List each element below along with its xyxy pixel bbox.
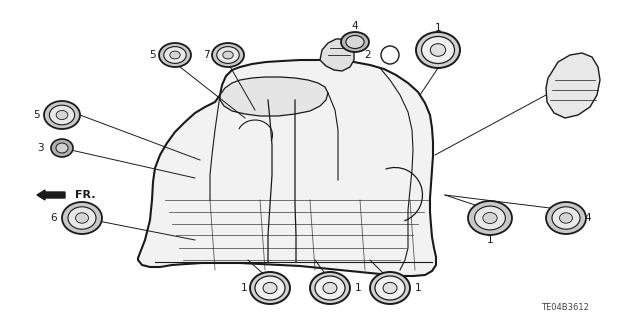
Ellipse shape — [346, 35, 364, 48]
Text: 1: 1 — [241, 283, 247, 293]
Text: 4: 4 — [352, 21, 358, 31]
Ellipse shape — [62, 202, 102, 234]
Ellipse shape — [250, 272, 290, 304]
Text: 5: 5 — [150, 50, 156, 60]
Text: 2: 2 — [365, 50, 371, 60]
Ellipse shape — [68, 207, 96, 229]
Text: 6: 6 — [51, 213, 58, 223]
Ellipse shape — [383, 282, 397, 293]
Ellipse shape — [44, 101, 80, 129]
Ellipse shape — [310, 272, 350, 304]
Text: 1: 1 — [486, 235, 493, 245]
Ellipse shape — [430, 44, 445, 56]
Ellipse shape — [416, 32, 460, 68]
Ellipse shape — [217, 47, 239, 63]
Text: 1: 1 — [415, 283, 421, 293]
Polygon shape — [320, 39, 354, 71]
Text: FR.: FR. — [75, 190, 95, 200]
Text: 4: 4 — [585, 213, 591, 223]
Text: 1: 1 — [435, 23, 442, 33]
Polygon shape — [220, 77, 328, 116]
Ellipse shape — [483, 212, 497, 224]
Text: 3: 3 — [36, 143, 44, 153]
Ellipse shape — [546, 202, 586, 234]
Ellipse shape — [475, 206, 506, 230]
Ellipse shape — [341, 32, 369, 52]
Ellipse shape — [422, 36, 454, 63]
Ellipse shape — [170, 51, 180, 59]
FancyArrow shape — [37, 190, 65, 200]
Ellipse shape — [315, 276, 345, 300]
Ellipse shape — [468, 201, 512, 235]
Text: 1: 1 — [355, 283, 362, 293]
Ellipse shape — [223, 51, 233, 59]
Ellipse shape — [164, 47, 186, 63]
Ellipse shape — [56, 143, 68, 153]
Text: 5: 5 — [34, 110, 40, 120]
Polygon shape — [138, 60, 436, 276]
Ellipse shape — [212, 43, 244, 67]
Ellipse shape — [255, 276, 285, 300]
Text: TE04B3612: TE04B3612 — [541, 303, 589, 313]
Polygon shape — [546, 53, 600, 118]
Ellipse shape — [51, 139, 73, 157]
Ellipse shape — [552, 207, 580, 229]
Ellipse shape — [159, 43, 191, 67]
Ellipse shape — [559, 213, 573, 223]
Ellipse shape — [263, 282, 277, 293]
Text: 7: 7 — [203, 50, 209, 60]
Ellipse shape — [375, 276, 405, 300]
Ellipse shape — [49, 105, 75, 125]
Ellipse shape — [323, 282, 337, 293]
Ellipse shape — [370, 272, 410, 304]
Ellipse shape — [56, 110, 68, 120]
Ellipse shape — [76, 213, 88, 223]
